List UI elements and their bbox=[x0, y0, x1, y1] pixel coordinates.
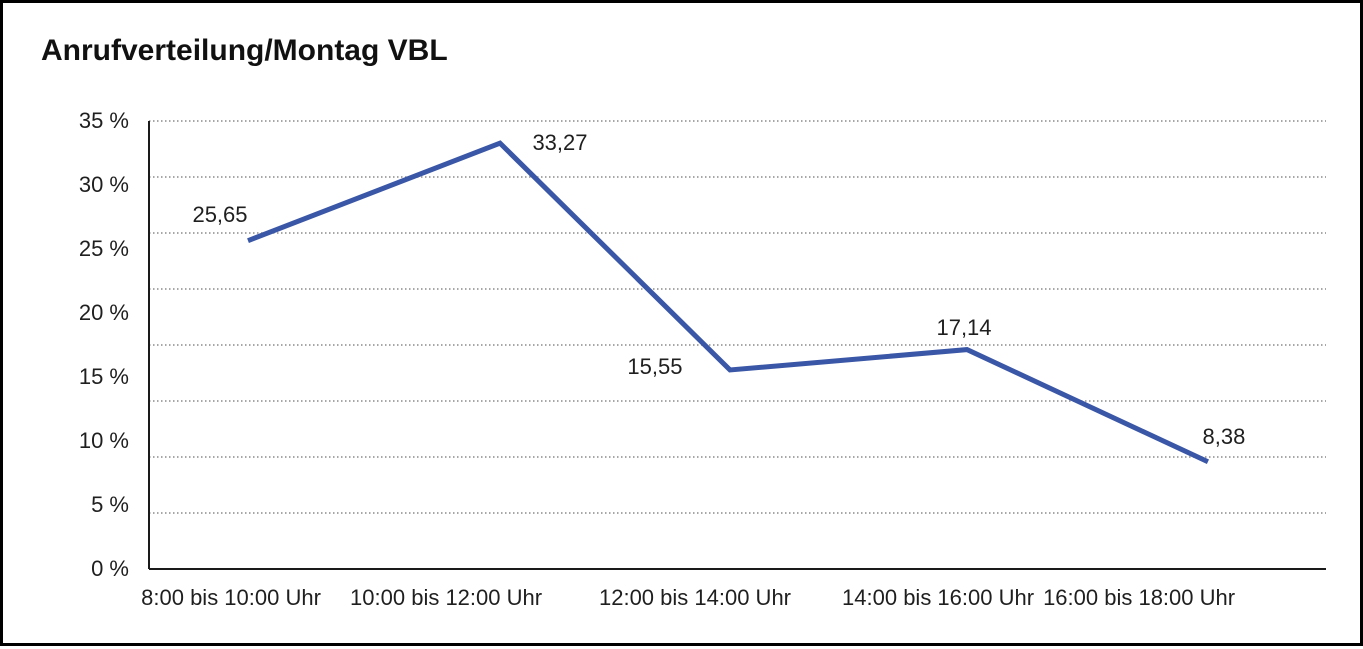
data-point-label: 17,14 bbox=[936, 314, 992, 340]
y-axis-tick-label: 15 % bbox=[78, 364, 129, 389]
y-axis-tick-label: 35 % bbox=[78, 108, 129, 133]
data-point-label: 33,27 bbox=[532, 130, 588, 156]
y-axis-tick-label: 20 % bbox=[78, 300, 129, 325]
data-point-label: 8,38 bbox=[1202, 423, 1246, 449]
y-axis-tick-label: 0 % bbox=[91, 556, 129, 581]
y-axis-tick-label: 30 % bbox=[78, 172, 129, 197]
x-axis-category-label: 16:00 bis 18:00 Uhr bbox=[1043, 585, 1236, 610]
x-axis-category-label: 8:00 bis 10:00 Uhr bbox=[141, 585, 321, 610]
data-point-label: 25,65 bbox=[192, 201, 248, 227]
data-line-series bbox=[247, 140, 1210, 465]
x-axis-category-label: 10:00 bis 12:00 Uhr bbox=[350, 585, 543, 610]
data-point-label: 15,55 bbox=[627, 353, 683, 379]
x-axis-category-label: 14:00 bis 16:00 Uhr bbox=[842, 585, 1035, 610]
y-axis-tick-label: 5 % bbox=[91, 492, 129, 517]
chart-title: Anrufverteilung/Montag VBL bbox=[41, 34, 448, 67]
chart-canvas bbox=[148, 120, 1326, 570]
x-axis-category-label: 12:00 bis 14:00 Uhr bbox=[598, 585, 792, 610]
y-axis-tick-label: 10 % bbox=[78, 428, 129, 453]
y-axis-tick-label: 25 % bbox=[78, 236, 129, 261]
